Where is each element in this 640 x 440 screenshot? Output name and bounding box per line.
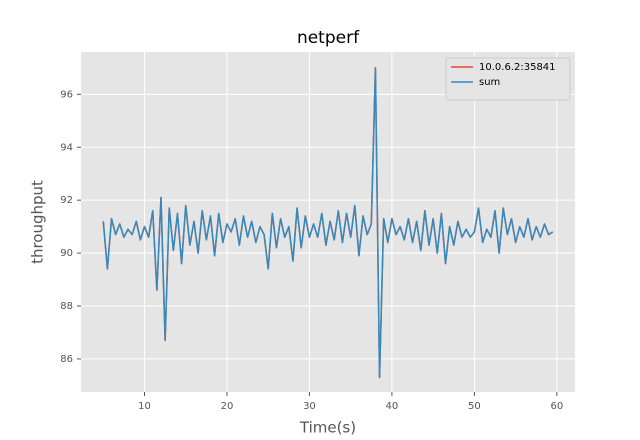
- plot-area: [81, 52, 575, 392]
- y-tick-label: 96: [60, 89, 73, 100]
- series-line: [102, 67, 554, 379]
- y-tick-label: 92: [60, 195, 73, 206]
- legend-label: 10.0.6.2:35841: [479, 62, 556, 73]
- legend-box: [445, 57, 571, 101]
- y-tick-label: 94: [60, 142, 73, 153]
- x-axis-label: Time(s): [299, 419, 356, 437]
- x-tick-label: 60: [550, 401, 563, 412]
- y-tick-label: 88: [60, 301, 73, 312]
- x-tick-label: 40: [386, 401, 399, 412]
- legend-label: sum: [479, 77, 500, 88]
- chart-title: netperf: [297, 28, 360, 48]
- x-tick-label: 50: [468, 401, 481, 412]
- x-tick-label: 20: [221, 401, 234, 412]
- x-tick-label: 30: [303, 401, 316, 412]
- x-tick-label: 10: [138, 401, 151, 412]
- y-tick-label: 90: [60, 248, 73, 259]
- y-axis-label: throughput: [29, 180, 47, 264]
- y-tick-label: 86: [60, 354, 73, 365]
